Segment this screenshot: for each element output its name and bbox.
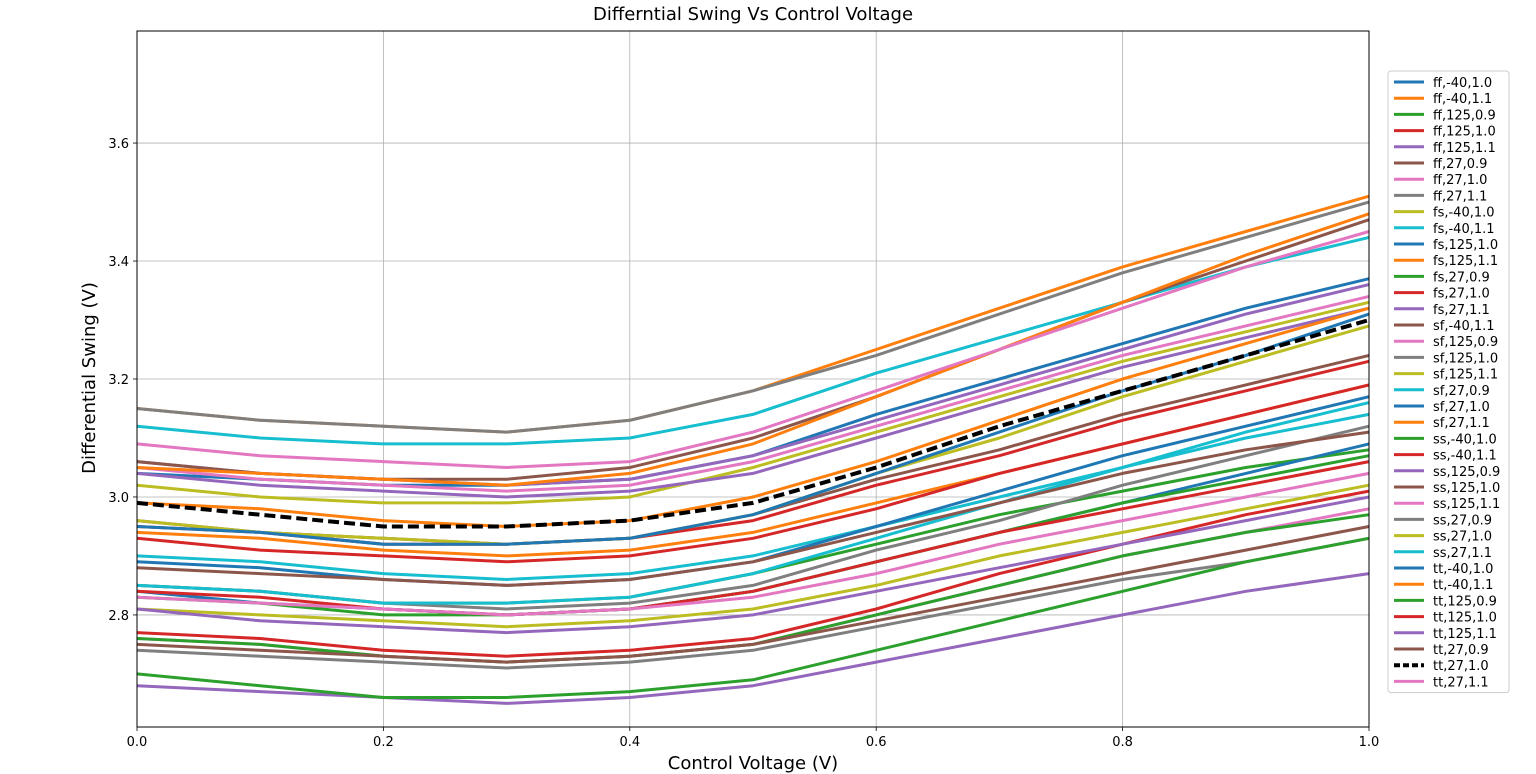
legend-label: fs,27,0.9 [1433,270,1490,285]
series-line-29 [136,483,1370,629]
legend-label: sf,125,0.9 [1433,335,1498,350]
legend-label: ss,-40,1.0 [1433,432,1497,447]
y-tick-label: 2.8 [108,609,129,624]
legend-label: sf,125,1.0 [1433,351,1498,366]
legend: ff,-40,1.0ff,-40,1.1ff,125,0.9 ff,125,1.0… [1387,70,1510,694]
legend-label: fs,-40,1.1 [1433,222,1495,237]
y-tick-label: 3.4 [108,255,129,270]
legend-label: tt,-40,1.1 [1433,578,1493,593]
legend-label: sf,27,0.9 [1433,384,1490,399]
series-line-34 [136,489,1370,658]
x-tick-label: 0.6 [866,735,887,750]
series-line-2 [136,194,1370,434]
legend-label: tt,27,0.9 [1433,643,1489,658]
legend-label: sf,125,1.1 [1433,368,1498,383]
legend-label: fs,-40,1.0 [1433,206,1495,221]
series-line-26 [136,525,1370,664]
legend-label: ss,27,1.1 [1433,546,1492,561]
legend-label: tt,125,0.9 [1433,594,1497,609]
legend-label: ff,125,1.1 [1433,141,1496,156]
series-line-24 [136,460,1370,617]
legend-label: tt,-40,1.0 [1433,562,1493,577]
series-line-7 [136,294,1370,493]
legend-label: tt,125,1.0 [1433,611,1497,626]
series-line-15 [136,306,1370,499]
legend-label: fs,27,1.0 [1433,287,1490,302]
x-tick-label: 0.0 [127,735,148,750]
legend-label: fs,125,1.1 [1433,254,1498,269]
series-line-38 [136,230,1370,469]
y-tick-label: 3.6 [108,137,129,152]
legend-label: fs,27,1.1 [1433,303,1490,318]
series-line-10 [136,235,1370,446]
series-line-5 [136,283,1370,487]
legend-label: ff,-40,1.1 [1433,92,1492,107]
series-line-30 [136,412,1370,581]
legend-label: ff,27,1.1 [1433,189,1487,204]
x-tick-label: 0.2 [373,735,394,750]
x-axis-label: Control Voltage (V) [668,753,838,774]
series-line-25 [136,572,1370,705]
x-tick-label: 0.4 [619,735,640,750]
legend-label: ss,-40,1.1 [1433,449,1497,464]
legend-label: ff,125,0.9 [1433,108,1496,123]
y-tick-label: 3.0 [108,491,129,506]
legend-label: tt,125,1.1 [1433,627,1497,642]
series-line-36 [136,430,1370,587]
legend-label: tt,27,1.1 [1433,675,1489,690]
x-tick-label: 1.0 [1359,735,1380,750]
chart-title: Differntial Swing Vs Control Voltage [593,4,913,25]
series-line-20 [136,401,1370,605]
legend-label: ss,27,0.9 [1433,513,1492,528]
legend-label: ss,125,1.0 [1433,481,1500,496]
x-tick-label: 0.8 [1112,735,1133,750]
legend-label: ff,27,0.9 [1433,157,1487,172]
legend-label: sf,-40,1.1 [1433,319,1495,334]
legend-label: ss,27,1.0 [1433,530,1492,545]
y-tick-label: 3.2 [108,373,129,388]
series-layer [136,194,1370,705]
x-axis-ticks: 0.0 0.2 0.4 0.6 0.8 1.0 [127,727,1380,750]
series-line-35 [136,495,1370,635]
series-line-37 [136,318,1370,529]
series-line-28 [136,536,1370,670]
series-line-14 [136,383,1370,564]
legend-label: tt,27,1.0 [1433,659,1489,674]
legend-label: fs,125,1.0 [1433,238,1498,253]
series-line-33 [136,536,1370,699]
series-line-9 [136,300,1370,505]
series-line-19 [136,324,1370,546]
legend-label: ff,27,1.0 [1433,173,1487,188]
series-line-32 [136,306,1370,528]
y-axis-ticks: 2.8 3.0 3.2 3.4 3.6 [108,137,137,624]
series-line-8 [136,200,1370,434]
legend-label: ff,125,1.0 [1433,125,1496,140]
series-line-27 [136,471,1370,617]
series-line-22 [136,212,1370,487]
legend-label: sf,27,1.0 [1433,400,1490,415]
legend-label: ss,125,1.1 [1433,497,1500,512]
legend-label: sf,27,1.1 [1433,416,1490,431]
legend-label: ss,125,0.9 [1433,465,1500,480]
y-axis-label: Differential Swing (V) [79,282,100,474]
legend-label: ff,-40,1.0 [1433,76,1492,91]
